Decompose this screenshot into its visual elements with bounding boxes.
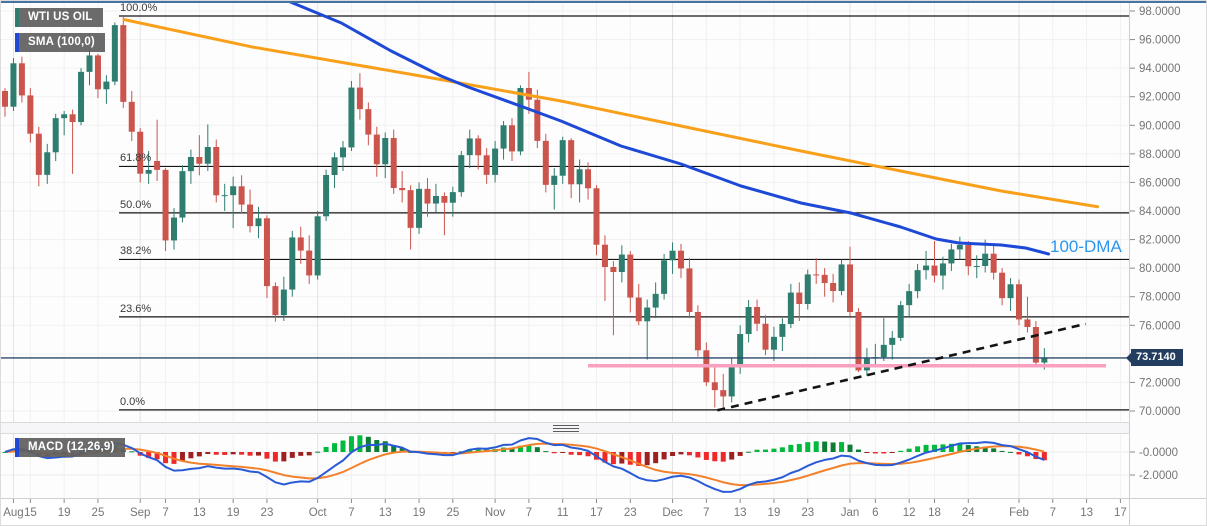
- svg-text:13: 13: [193, 507, 206, 519]
- svg-text:19: 19: [58, 507, 71, 519]
- sma-indicator-badge: SMA (100,0): [15, 33, 105, 52]
- svg-text:82.0000: 82.0000: [1139, 235, 1181, 247]
- svg-text:72.0000: 72.0000: [1139, 377, 1181, 389]
- svg-text:90.0000: 90.0000: [1139, 120, 1181, 132]
- svg-text:23: 23: [801, 507, 814, 519]
- svg-text:98.0000: 98.0000: [1139, 6, 1181, 18]
- time-axis[interactable]: [1, 498, 1206, 525]
- symbol-badge: WTI US OIL: [15, 8, 103, 27]
- svg-text:7: 7: [526, 507, 532, 519]
- svg-text:80.0000: 80.0000: [1139, 263, 1181, 275]
- svg-text:86.0000: 86.0000: [1139, 177, 1181, 189]
- svg-text:78.0000: 78.0000: [1139, 292, 1181, 304]
- fib-label-0-0: 0.0%: [120, 395, 146, 408]
- macd-lines: [4, 437, 1045, 493]
- svg-text:-2.0000: -2.0000: [1139, 470, 1178, 482]
- pane-resize-handle-icon[interactable]: [553, 425, 579, 432]
- svg-text:23: 23: [261, 507, 274, 519]
- svg-text:17: 17: [1114, 507, 1127, 519]
- svg-text:96.0000: 96.0000: [1139, 35, 1181, 47]
- svg-text:13: 13: [379, 507, 392, 519]
- price-badge-arrow-icon: [1126, 352, 1131, 363]
- svg-text:13: 13: [1080, 507, 1093, 519]
- chart-top-border: [1, 1, 1206, 3]
- svg-text:11: 11: [557, 507, 569, 519]
- svg-text:7: 7: [1050, 507, 1056, 519]
- svg-text:12: 12: [903, 507, 916, 519]
- svg-text:7: 7: [348, 507, 354, 519]
- price-axis[interactable]: [1129, 1, 1206, 498]
- svg-text:Dec: Dec: [662, 507, 683, 519]
- svg-text:88.0000: 88.0000: [1139, 149, 1181, 161]
- time-axis-strip: [1, 498, 1206, 525]
- svg-text:Feb: Feb: [1009, 507, 1029, 519]
- fib-label-38-2: 38.2%: [120, 245, 152, 258]
- svg-text:18: 18: [928, 507, 941, 519]
- svg-text:19: 19: [227, 507, 240, 519]
- svg-text:7: 7: [703, 507, 709, 519]
- time-axis-labels: Aug 15 19 25 Sep 7 13 19 23 Oct 7 13 19 25 Nov 7 11 17 23 D…: [3, 499, 1127, 519]
- fib-label-100-0: 100.0%: [120, 2, 158, 14]
- fib-label-23-6: 23.6%: [120, 302, 152, 315]
- svg-text:94.0000: 94.0000: [1139, 63, 1181, 75]
- dma-100-line: [286, 1, 1051, 256]
- svg-text:6: 6: [872, 507, 878, 519]
- dma-annotation-label: 100-DMA: [1050, 237, 1122, 256]
- svg-text:76.0000: 76.0000: [1139, 320, 1181, 332]
- svg-text:25: 25: [446, 507, 459, 519]
- macd-indicator-badge: MACD (12,26,9): [15, 438, 125, 457]
- svg-text:Nov: Nov: [485, 507, 506, 519]
- svg-text:70.0000: 70.0000: [1139, 406, 1181, 418]
- macd-plot-area[interactable]: [1, 434, 1129, 498]
- svg-text:23: 23: [624, 507, 637, 519]
- svg-text:19: 19: [413, 507, 426, 519]
- svg-text:Aug: Aug: [3, 507, 23, 519]
- svg-text:15: 15: [24, 507, 37, 519]
- price-plot-area[interactable]: [1, 1, 1129, 422]
- svg-text:Oct: Oct: [309, 507, 328, 519]
- svg-text:19: 19: [768, 507, 781, 519]
- fib-label-61-8: 61.8%: [120, 152, 152, 165]
- svg-text:13: 13: [734, 507, 747, 519]
- svg-text:Sep: Sep: [130, 507, 150, 519]
- fib-label-50-0: 50.0%: [120, 198, 152, 211]
- svg-text:7: 7: [162, 507, 168, 519]
- svg-text:17: 17: [590, 507, 603, 519]
- svg-text:92.0000: 92.0000: [1139, 92, 1181, 104]
- price-axis-separator: [1129, 1, 1130, 525]
- svg-text:-0.0000: -0.0000: [1139, 447, 1178, 459]
- sma-100-line: [122, 18, 1100, 209]
- svg-text:24: 24: [962, 507, 975, 519]
- svg-text:25: 25: [92, 507, 105, 519]
- svg-text:84.0000: 84.0000: [1139, 206, 1181, 218]
- price-axis-labels: 98.0000 96.0000 94.0000 92.0000 90.0000 88.00…: [1129, 6, 1181, 482]
- svg-text:Jan: Jan: [841, 507, 860, 519]
- last-price-badge: 73.7140: [1126, 349, 1183, 367]
- ascending-trendline: [717, 322, 1087, 412]
- candlestick-series: [2, 16, 1048, 410]
- last-price-value: 73.7140: [1136, 351, 1176, 364]
